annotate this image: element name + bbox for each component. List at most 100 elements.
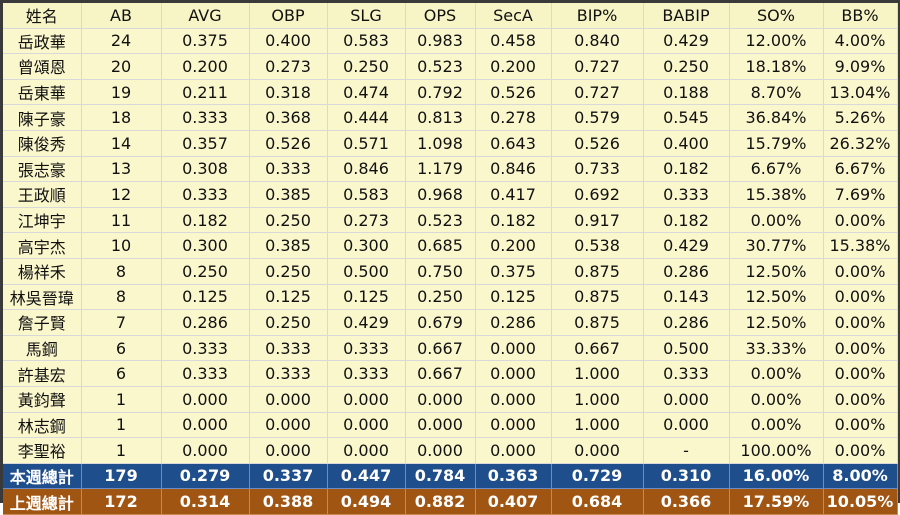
total-cell-bip-pct: 0.684	[551, 488, 644, 515]
cell-so-pct: 33.33%	[729, 335, 824, 362]
table-row: 陳子豪 18 0.333 0.368 0.444 0.813 0.278 0.579 0.545…	[3, 104, 898, 131]
cell-babip: 0.000	[643, 386, 730, 413]
cell-ab: 1	[81, 412, 162, 439]
cell-avg: 0.250	[161, 258, 250, 285]
column-header-ab: AB	[81, 3, 162, 29]
cell-babip: 0.286	[643, 309, 730, 336]
column-header-name: 姓名	[3, 3, 82, 29]
total-cell-seca: 0.407	[475, 488, 552, 515]
cell-ab: 18	[81, 104, 162, 131]
cell-babip: 0.429	[643, 232, 730, 259]
cell-babip: 0.429	[643, 28, 730, 55]
cell-ab: 10	[81, 232, 162, 259]
cell-slg: 0.333	[327, 360, 406, 387]
cell-obp: 0.250	[249, 207, 328, 234]
cell-name: 張志豪	[3, 156, 82, 183]
cell-ab: 8	[81, 284, 162, 311]
cell-ops: 0.813	[405, 104, 476, 131]
cell-so-pct: 8.70%	[729, 79, 824, 106]
cell-bip-pct: 1.000	[551, 360, 644, 387]
cell-obp: 0.318	[249, 79, 328, 106]
cell-bb-pct: 6.67%	[823, 156, 898, 183]
cell-bb-pct: 0.00%	[823, 207, 898, 234]
table-row: 岳東華 19 0.211 0.318 0.474 0.792 0.526 0.727 0.188…	[3, 79, 898, 106]
table-row: 岳政華 24 0.375 0.400 0.583 0.983 0.458 0.840 0.429…	[3, 28, 898, 55]
cell-ab: 6	[81, 335, 162, 362]
cell-name: 林志鋼	[3, 412, 82, 439]
cell-so-pct: 12.00%	[729, 28, 824, 55]
table-row: 楊祥禾 8 0.250 0.250 0.500 0.750 0.375 0.875 0.286 1…	[3, 258, 898, 285]
cell-ab: 24	[81, 28, 162, 55]
cell-slg: 0.000	[327, 386, 406, 413]
cell-so-pct: 0.00%	[729, 386, 824, 413]
cell-bip-pct: 0.875	[551, 284, 644, 311]
cell-ab: 8	[81, 258, 162, 285]
cell-avg: 0.000	[161, 412, 250, 439]
cell-ops: 0.000	[405, 386, 476, 413]
cell-bb-pct: 5.26%	[823, 104, 898, 131]
cell-bip-pct: 0.733	[551, 156, 644, 183]
cell-seca: 0.417	[475, 181, 552, 208]
cell-obp: 0.000	[249, 437, 328, 464]
cell-avg: 0.300	[161, 232, 250, 259]
cell-slg: 0.444	[327, 104, 406, 131]
table-row: 許基宏 6 0.333 0.333 0.333 0.667 0.000 1.000 0.333 0…	[3, 360, 898, 387]
cell-babip: 0.250	[643, 53, 730, 80]
cell-ops: 0.792	[405, 79, 476, 106]
cell-ops: 0.968	[405, 181, 476, 208]
column-header-so-pct: SO%	[729, 3, 824, 29]
cell-ops: 1.098	[405, 130, 476, 157]
cell-avg: 0.211	[161, 79, 250, 106]
cell-bip-pct: 0.538	[551, 232, 644, 259]
cell-name: 楊祥禾	[3, 258, 82, 285]
cell-bb-pct: 0.00%	[823, 360, 898, 387]
cell-name: 林吳晉瑋	[3, 284, 82, 311]
cell-name: 曾頌恩	[3, 53, 82, 80]
total-cell-obp: 0.337	[249, 463, 328, 490]
table-row: 馬鋼 6 0.333 0.333 0.333 0.667 0.000 0.667 0.500 33…	[3, 335, 898, 362]
cell-bb-pct: 0.00%	[823, 386, 898, 413]
total-cell-obp: 0.388	[249, 488, 328, 515]
cell-bb-pct: 13.04%	[823, 79, 898, 106]
cell-slg: 0.583	[327, 28, 406, 55]
cell-bb-pct: 0.00%	[823, 258, 898, 285]
cell-so-pct: 0.00%	[729, 360, 824, 387]
total-cell-so-pct: 16.00%	[729, 463, 824, 490]
table-body: 岳政華 24 0.375 0.400 0.583 0.983 0.458 0.840 0.429…	[3, 28, 898, 515]
last-week-total-row: 上週總計 172 0.314 0.388 0.494 0.882 0.407 0.684 0.3…	[3, 488, 898, 515]
cell-name: 江坤宇	[3, 207, 82, 234]
total-cell-ab: 179	[81, 463, 162, 490]
table-row: 李聖裕 1 0.000 0.000 0.000 0.000 0.000 0.000-100.0…	[3, 437, 898, 464]
cell-name: 馬鋼	[3, 335, 82, 362]
cell-bb-pct: 0.00%	[823, 335, 898, 362]
total-cell-so-pct: 17.59%	[729, 488, 824, 515]
cell-ab: 13	[81, 156, 162, 183]
cell-bb-pct: 4.00%	[823, 28, 898, 55]
cell-slg: 0.429	[327, 309, 406, 336]
cell-so-pct: 15.79%	[729, 130, 824, 157]
cell-obp: 0.250	[249, 309, 328, 336]
cell-bip-pct: 1.000	[551, 412, 644, 439]
cell-obp: 0.385	[249, 181, 328, 208]
cell-ab: 1	[81, 437, 162, 464]
cell-ops: 0.000	[405, 412, 476, 439]
cell-avg: 0.333	[161, 360, 250, 387]
cell-babip: 0.286	[643, 258, 730, 285]
cell-avg: 0.357	[161, 130, 250, 157]
total-cell-avg: 0.314	[161, 488, 250, 515]
cell-obp: 0.000	[249, 386, 328, 413]
cell-obp: 0.333	[249, 360, 328, 387]
cell-bip-pct: 0.579	[551, 104, 644, 131]
cell-seca: 0.375	[475, 258, 552, 285]
cell-so-pct: 36.84%	[729, 104, 824, 131]
cell-ab: 1	[81, 386, 162, 413]
cell-seca: 0.200	[475, 232, 552, 259]
cell-seca: 0.000	[475, 360, 552, 387]
cell-seca: 0.000	[475, 386, 552, 413]
total-cell-bb-pct: 10.05%	[823, 488, 898, 515]
cell-so-pct: 100.00%	[729, 437, 824, 464]
cell-ab: 6	[81, 360, 162, 387]
cell-seca: 0.846	[475, 156, 552, 183]
cell-bb-pct: 9.09%	[823, 53, 898, 80]
table-row: 林吳晉瑋 8 0.125 0.125 0.125 0.250 0.125 0.875 0.143…	[3, 284, 898, 311]
